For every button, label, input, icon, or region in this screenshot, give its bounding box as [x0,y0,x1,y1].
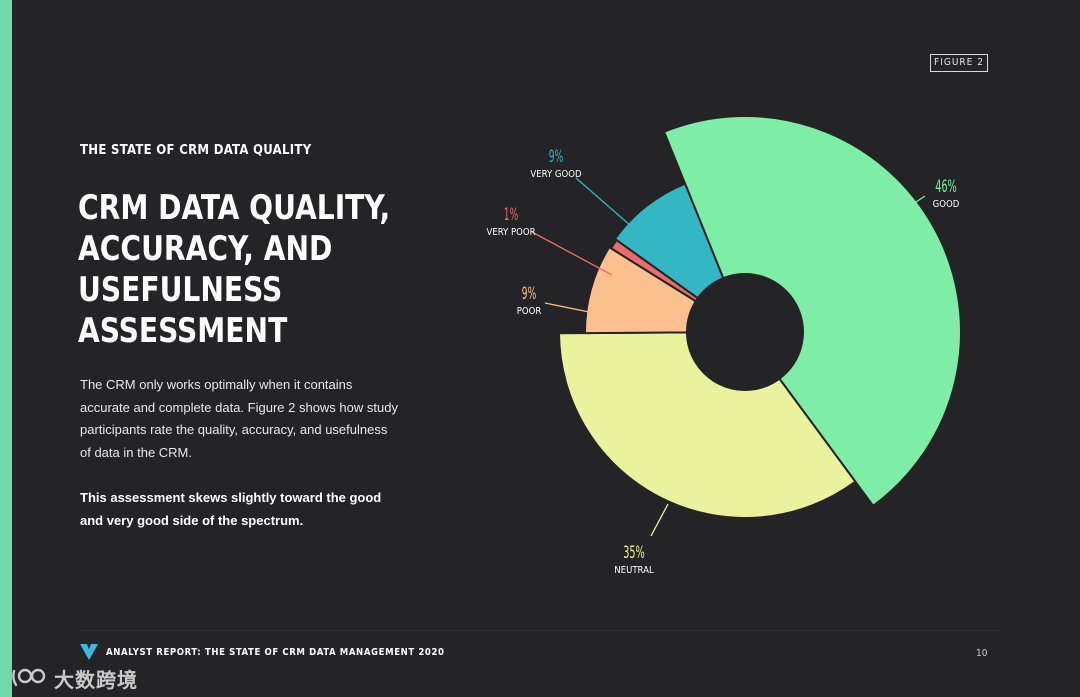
value-label-poor: 9% [522,284,536,304]
footer-report-title: ANALYST REPORT: THE STATE OF CRM DATA MA… [106,647,445,658]
leader-line-neutral [650,503,669,537]
body-paragraph: The CRM only works optimally when it con… [80,377,398,460]
section-eyebrow: THE STATE OF CRM DATA QUALITY [80,143,312,158]
category-label-very-poor: VERY POOR [486,227,535,238]
value-label-neutral: 35% [623,543,645,563]
watermark-logo-icon [12,668,46,687]
category-label-very-good: VERY GOOD [530,169,582,180]
watermark: 大数跨境 [10,664,138,692]
category-label-good: GOOD [933,199,960,210]
leader-line-poor [544,302,595,314]
headline-line-1: CRM DATA QUALITY, [78,188,391,228]
emphasis-paragraph: This assessment skews slightly toward th… [80,490,382,528]
headline-line-4: ASSESSMENT [78,311,288,351]
leader-line-very-poor [531,231,613,276]
headline-line-3: USEFULNESS [78,270,283,310]
value-label-very-poor: 1% [504,205,518,225]
value-label-very-good: 9% [549,147,563,167]
brand-v-logo-icon [80,644,98,660]
slice-good [663,115,962,507]
leader-line-very-good [575,177,640,234]
figure-tag: FIGURE 2 [930,54,988,72]
page-headline: CRM DATA QUALITY, ACCURACY, AND USEFULNE… [78,188,391,352]
category-label-neutral: NEUTRAL [614,565,654,576]
left-accent-bar [0,0,12,697]
value-label-good: 46% [935,177,957,197]
donut-hole [687,274,803,390]
headline-line-2: ACCURACY, AND [78,229,333,269]
watermark-text: 大数跨境 [54,667,138,692]
page-number: 10 [976,648,988,659]
leader-line-good [894,195,926,217]
category-label-poor: POOR [517,306,542,317]
footer-divider [80,630,1000,631]
